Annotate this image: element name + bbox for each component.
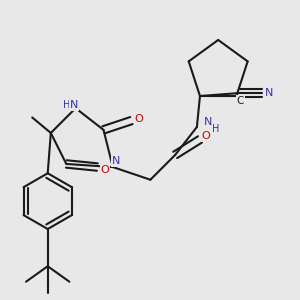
Text: N: N <box>70 100 78 110</box>
Text: N: N <box>203 117 212 128</box>
Text: N: N <box>112 156 120 166</box>
Text: N: N <box>265 88 273 98</box>
Text: O: O <box>101 165 110 175</box>
Text: H: H <box>212 124 220 134</box>
Text: O: O <box>135 114 143 124</box>
Text: O: O <box>202 131 211 141</box>
Text: H: H <box>63 100 70 110</box>
Text: C: C <box>237 96 244 106</box>
